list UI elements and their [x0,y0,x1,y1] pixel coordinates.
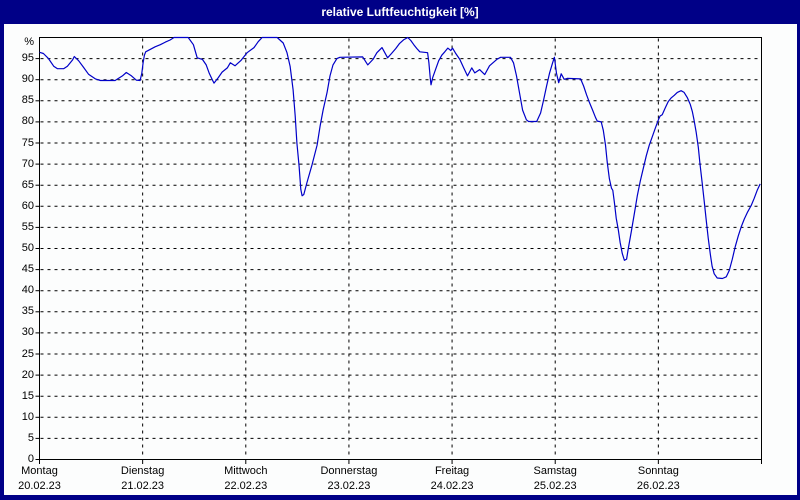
y-tick-label-70: 70 [21,157,34,170]
x-date-label-6: 26.02.23 [636,480,680,492]
x-day-label-6: Sonntag [637,465,679,477]
x-day-label-3: Donnerstag [320,465,378,477]
y-tick-label-0: 0 [27,453,34,465]
x-day-label-4: Freitag [434,465,470,477]
y-tick-label-90: 90 [21,73,34,86]
y-tick-label-60: 60 [21,199,34,212]
x-date-label-2: 22.02.23 [224,480,268,492]
y-tick-label-30: 30 [21,326,34,339]
humidity-line-chart [35,36,762,464]
x-day-label-5: Samstag [533,465,577,477]
y-tick-label-80: 80 [21,115,34,128]
x-date-label-3: 23.02.23 [327,480,371,492]
plot-border [39,37,762,460]
y-tick-label-95: 95 [21,52,34,65]
y-tick-label-35: 35 [21,305,34,318]
x-date-label-5: 25.02.23 [533,480,577,492]
y-tick-label-20: 20 [21,368,34,381]
y-tick-label-15: 15 [21,389,34,402]
x-date-label-4: 24.02.23 [430,480,474,492]
y-tick-label-25: 25 [21,347,34,360]
y-axis-unit-label: % [24,35,34,48]
y-tick-label-5: 5 [27,431,34,444]
y-tick-label-65: 65 [21,178,34,191]
x-day-label-1: Dienstag [120,465,165,477]
window-titlebar[interactable]: relative Luftfeuchtigkeit [%] [0,0,800,24]
y-tick-label-55: 55 [21,220,34,233]
x-date-label-1: 21.02.23 [121,480,165,492]
humidity-series-line [39,36,761,280]
y-tick-label-75: 75 [21,136,34,149]
window-title: relative Luftfeuchtigkeit [%] [321,5,479,19]
x-day-label-2: Mittwoch [224,465,268,477]
y-tick-label-45: 45 [21,263,34,276]
x-date-label-0: 20.02.23 [18,480,61,492]
x-day-label-0: Montag [21,465,58,477]
y-tick-label-40: 40 [21,284,34,297]
chart-area: % 95 90 85 80 75 70 65 60 55 50 45 40 35 30 25 20 15 10 5 0 … [4,24,797,495]
y-tick-label-10: 10 [21,410,34,423]
y-tick-label-85: 85 [21,94,34,107]
y-tick-label-50: 50 [21,242,34,254]
